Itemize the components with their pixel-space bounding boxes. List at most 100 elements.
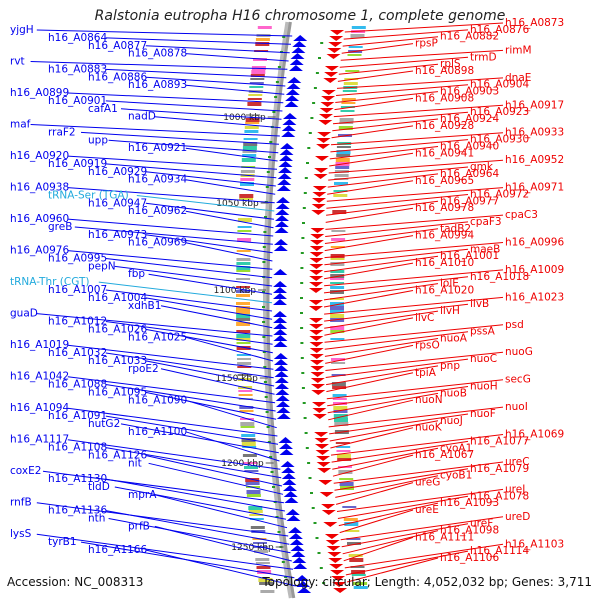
reverse-gene-label: h16_A1001	[440, 250, 499, 262]
gene-feature-block	[246, 114, 260, 116]
reverse-label-leader	[328, 166, 469, 181]
forward-gene-arrow	[296, 581, 311, 587]
reverse-label-leader	[324, 331, 469, 350]
forward-gene-label: h16_A1095	[88, 386, 147, 398]
gene-feature-block	[330, 310, 344, 313]
gc-tick	[266, 171, 270, 173]
forward-gene-label: h16_A1100	[128, 426, 187, 438]
gene-feature-block	[334, 174, 349, 177]
gene-feature-block	[236, 262, 251, 265]
reverse-label-leader	[331, 125, 414, 139]
gene-feature-block	[330, 262, 345, 266]
forward-gene-arrow	[275, 209, 290, 215]
gene-feature-block	[349, 558, 364, 562]
gene-feature-block	[236, 278, 251, 280]
forward-label-leader	[67, 187, 275, 204]
forward-label-leader	[185, 399, 277, 429]
reverse-gene-label: h16_A1114	[470, 545, 529, 557]
reverse-gene-label: dnaE	[505, 72, 531, 84]
forward-gene-label: h16_A0921	[128, 142, 187, 154]
gene-feature-block	[348, 554, 363, 557]
gene-feature-block	[330, 282, 345, 284]
forward-gene-arrow	[281, 473, 296, 479]
forward-gene-label: h16_A1042	[10, 371, 69, 383]
gene-feature-block	[260, 590, 275, 593]
reverse-gene-label: lolE	[440, 278, 459, 290]
gc-tick	[269, 456, 273, 458]
forward-label-leader	[145, 45, 290, 54]
forward-gene-arrow	[273, 311, 287, 317]
gene-feature-block	[336, 154, 351, 157]
reverse-gene-label: h16_A0924	[440, 113, 499, 125]
gene-feature-block	[240, 422, 255, 426]
forward-label-leader	[120, 108, 282, 120]
gene-feature-block	[330, 326, 345, 330]
gene-feature-block	[257, 26, 272, 29]
gc-tick	[303, 192, 307, 194]
reverse-gene-label: h16_A1018	[470, 271, 529, 283]
forward-gene-arrow	[274, 371, 289, 377]
gene-feature-block	[339, 478, 354, 480]
gene-feature-block	[343, 518, 358, 521]
forward-gene-label: h16_A0901	[48, 95, 107, 107]
gene-feature-block	[332, 210, 347, 214]
forward-label-leader	[105, 163, 277, 179]
reverse-gene-arrow	[323, 522, 338, 527]
forward-label-leader	[30, 61, 288, 70]
reverse-gene-arrow	[326, 546, 341, 551]
gc-tick	[263, 381, 267, 383]
reverse-gene-arrow	[330, 570, 345, 575]
forward-gene-arrow	[277, 179, 292, 185]
reverse-label-leader	[332, 454, 414, 477]
reverse-gene-arrow	[327, 552, 342, 557]
reverse-gene-arrow	[309, 330, 324, 335]
reverse-label-leader	[341, 43, 414, 54]
gc-tick	[308, 477, 312, 479]
reverse-label-leader	[343, 29, 469, 40]
gc-tick	[303, 417, 307, 419]
reverse-gene-arrow	[323, 78, 338, 83]
reverse-gene-arrow	[312, 192, 327, 197]
scale-mark-label: 1100 kbp	[214, 286, 257, 296]
gene-feature-block	[240, 170, 255, 173]
gene-feature-block	[330, 290, 344, 294]
reverse-gene-arrow	[315, 444, 329, 449]
forward-gene-label: h16_A0976	[10, 245, 69, 257]
gc-tick	[275, 81, 279, 83]
forward-gene-label: h16_A1126	[88, 450, 147, 462]
reverse-label-leader	[338, 63, 439, 75]
forward-label-leader	[74, 226, 273, 245]
reverse-gene-arrow	[309, 246, 324, 251]
forward-gene-label: h16_A1032	[48, 347, 107, 359]
gene-feature-block	[340, 110, 355, 112]
gene-feature-block	[236, 294, 250, 297]
reverse-gene-label: nuoB	[440, 387, 467, 399]
gene-feature-block	[344, 78, 359, 80]
forward-gene-arrow	[285, 89, 300, 95]
gc-tick	[263, 231, 267, 233]
reverse-gene-arrow	[333, 588, 348, 593]
gene-feature-block	[236, 286, 251, 288]
reverse-gene-arrow	[331, 576, 346, 581]
reverse-gene-label: h16_A0977	[440, 195, 499, 207]
reverse-label-leader	[323, 290, 414, 308]
gene-feature-block	[338, 470, 353, 474]
reverse-label-leader	[330, 139, 469, 153]
forward-gene-arrow	[295, 575, 310, 581]
reverse-gene-label: cpaC3	[505, 209, 538, 221]
gene-feature-block	[334, 170, 349, 173]
forward-gene-label: h16_A0864	[48, 32, 107, 44]
reverse-label-leader	[328, 159, 504, 174]
forward-gene-arrow	[273, 353, 288, 359]
reverse-label-leader	[333, 104, 504, 118]
forward-gene-label: h16_A0995	[48, 253, 107, 265]
reverse-gene-arrow	[309, 342, 324, 347]
reverse-gene-label: ureE	[415, 504, 439, 516]
reverse-gene-arrow	[319, 492, 334, 497]
reverse-gene-label: maeB	[470, 243, 500, 255]
forward-label-leader	[105, 37, 292, 45]
reverse-gene-arrow	[318, 120, 333, 125]
reverse-label-leader	[338, 502, 439, 527]
gc-tick	[262, 246, 266, 248]
forward-gene-arrow	[278, 437, 293, 443]
